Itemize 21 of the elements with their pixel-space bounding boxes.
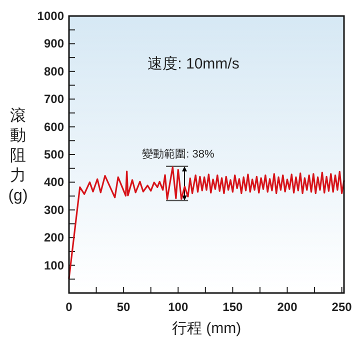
y-tick-label: 200 — [44, 230, 64, 245]
y-tick-label: 500 — [44, 148, 64, 162]
y-tick-label: 100 — [44, 258, 64, 272]
annotation: 變動範圍: 38% — [142, 147, 214, 160]
x-tick-label: 50 — [116, 300, 131, 314]
x-tick-label: 100 — [168, 300, 188, 314]
x-axis-title: 行程 (mm) — [172, 320, 242, 337]
x-tick-label: 200 — [277, 300, 298, 314]
y-tick-label: 800 — [44, 64, 64, 78]
y-axis-title: 滾動阻力 (g) — [8, 106, 28, 204]
y-tick-label: 400 — [44, 175, 64, 190]
y-tick-label: 900 — [44, 36, 64, 51]
y-tick-label: 300 — [44, 202, 64, 217]
annotation: 速度: 10mm/s — [148, 56, 240, 73]
y-tick-label: 700 — [44, 92, 64, 106]
x-tick-label: 150 — [222, 300, 244, 314]
y-tick-label: 600 — [44, 120, 64, 134]
line-series — [68, 166, 345, 280]
x-tick-label: 250 — [332, 300, 352, 314]
y-tick-label: 1000 — [37, 9, 64, 23]
x-tick-label: 0 — [66, 300, 73, 314]
